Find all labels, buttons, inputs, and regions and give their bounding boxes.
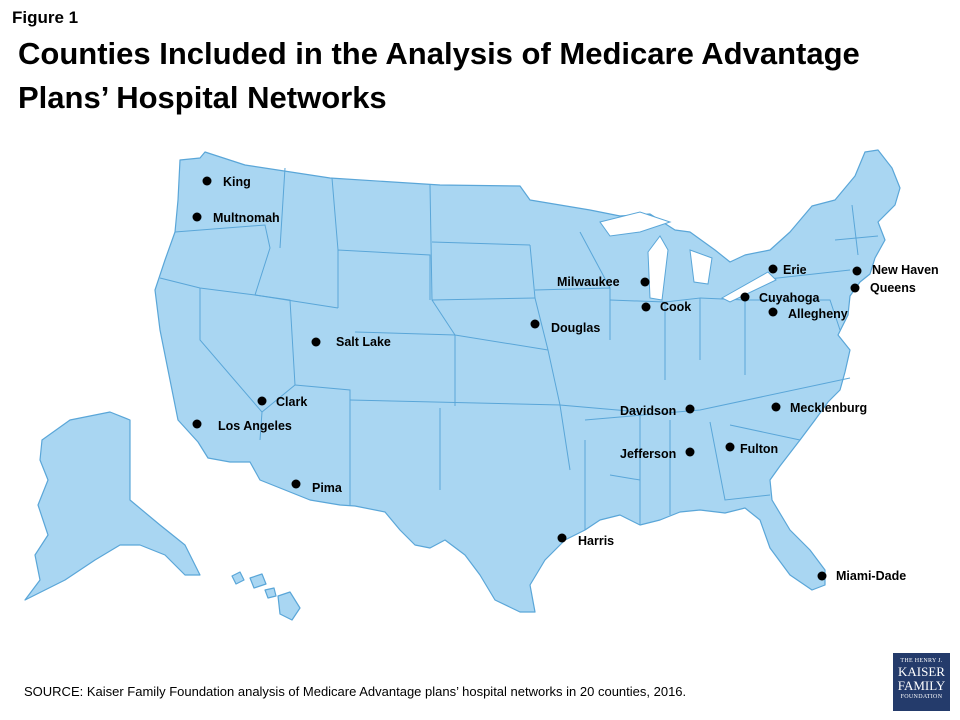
logo-line-4: FOUNDATION — [900, 694, 943, 700]
marker-king — [202, 176, 212, 186]
logo-line-2: KAISER — [898, 664, 945, 679]
county-markers: King Multnomah Salt Lake Clark Los Angeles Pi… — [192, 175, 939, 583]
lake-superior — [599, 211, 672, 237]
figure-label: Figure 1 — [12, 8, 79, 27]
marker-new-haven — [852, 266, 862, 276]
marker-salt-lake — [311, 337, 321, 347]
label-allegheny: Allegheny — [788, 307, 848, 321]
label-fulton: Fulton — [740, 442, 778, 456]
marker-harris — [557, 533, 567, 543]
marker-erie — [768, 264, 778, 274]
alaska-landmass — [24, 411, 201, 601]
marker-miami-dade — [817, 571, 827, 581]
label-multnomah: Multnomah — [213, 211, 280, 225]
label-king: King — [223, 175, 251, 189]
map-title: Counties Included in the Analysis of Med… — [18, 36, 860, 115]
marker-mecklenburg — [771, 402, 781, 412]
label-cook: Cook — [660, 300, 691, 314]
label-pima: Pima — [312, 481, 343, 495]
label-new-haven: New Haven — [872, 263, 939, 277]
marker-cook — [641, 302, 651, 312]
lake-michigan — [647, 235, 669, 301]
source-note: SOURCE: Kaiser Family Foundation analysi… — [24, 684, 687, 699]
label-los-angeles: Los Angeles — [218, 419, 292, 433]
marker-queens — [850, 283, 860, 293]
label-erie: Erie — [783, 263, 807, 277]
marker-multnomah — [192, 212, 202, 222]
label-queens: Queens — [870, 281, 916, 295]
marker-clark — [257, 396, 267, 406]
label-jefferson: Jefferson — [620, 447, 676, 461]
contiguous-us-landmass — [154, 149, 901, 613]
state-borders — [159, 167, 879, 530]
marker-pima — [291, 479, 301, 489]
marker-milwaukee — [640, 277, 650, 287]
label-salt-lake: Salt Lake — [336, 335, 391, 349]
label-miami-dade: Miami-Dade — [836, 569, 906, 583]
marker-douglas — [530, 319, 540, 329]
kff-logo: THE HENRY J. KAISER FAMILY FOUNDATION — [893, 653, 950, 711]
marker-jefferson — [685, 447, 695, 457]
marker-los-angeles — [192, 419, 202, 429]
label-cuyahoga: Cuyahoga — [759, 291, 820, 305]
marker-cuyahoga — [740, 292, 750, 302]
marker-fulton — [725, 442, 735, 452]
label-harris: Harris — [578, 534, 614, 548]
marker-davidson — [685, 404, 695, 414]
logo-line-1: THE HENRY J. — [900, 658, 943, 664]
label-milwaukee: Milwaukee — [557, 275, 620, 289]
lake-huron — [689, 249, 713, 285]
lake-erie — [720, 271, 777, 303]
label-clark: Clark — [276, 395, 307, 409]
logo-line-3: FAMILY — [897, 678, 946, 693]
label-douglas: Douglas — [551, 321, 600, 335]
hawaii-islands — [231, 571, 301, 621]
marker-allegheny — [768, 307, 778, 317]
label-mecklenburg: Mecklenburg — [790, 401, 867, 415]
label-davidson: Davidson — [620, 404, 676, 418]
